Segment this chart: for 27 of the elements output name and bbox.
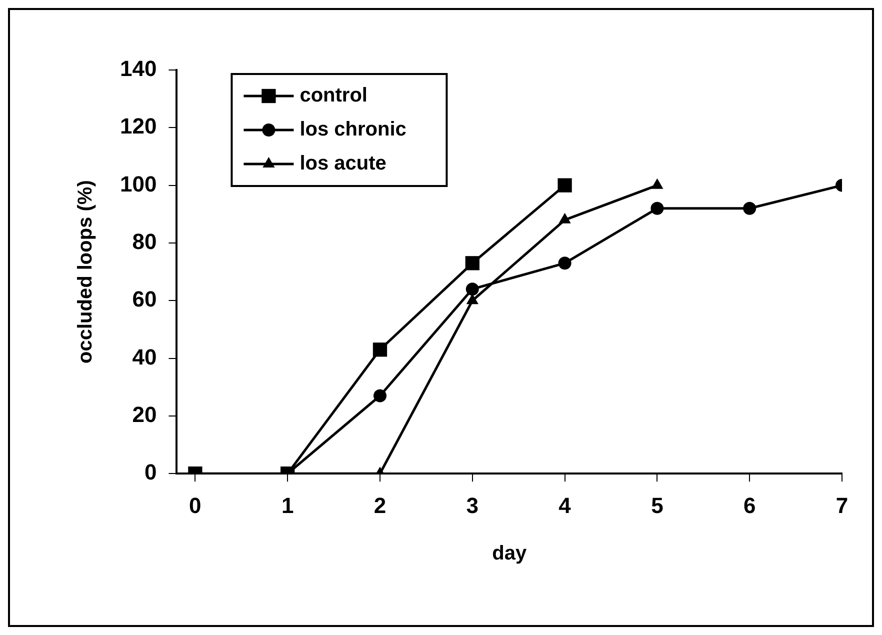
point [743,202,756,215]
x-tick-label: 7 [836,492,848,518]
legend-label: los acute [300,152,386,175]
y-tick-label: 120 [120,114,157,139]
y-tick-label: 80 [132,229,157,254]
x-tick-label: 2 [374,492,386,518]
y-tick-label: 20 [132,402,157,428]
point [558,178,572,192]
x-tick-label: 5 [651,492,664,518]
x-tick-label: 6 [743,492,756,518]
x-axis-title: day [492,542,528,565]
point [465,256,480,270]
x-tick-label: 3 [466,492,479,518]
x-tick-label: 1 [281,492,294,518]
y-axis-title: occluded loops (%) [74,180,97,364]
x-tick-label: 4 [558,492,572,518]
point [558,256,572,270]
y-tick-label: 60 [132,286,157,312]
y-tick-label: 0 [144,460,157,485]
x-tick-label: 0 [189,492,202,518]
y-tick-label: 140 [120,56,157,82]
y-tick-label: 100 [120,171,157,196]
legend-label: control [300,84,368,107]
y-tick-label: 40 [132,344,157,370]
point [650,202,664,215]
point [466,282,479,296]
legend-label: los chronic [300,118,406,141]
